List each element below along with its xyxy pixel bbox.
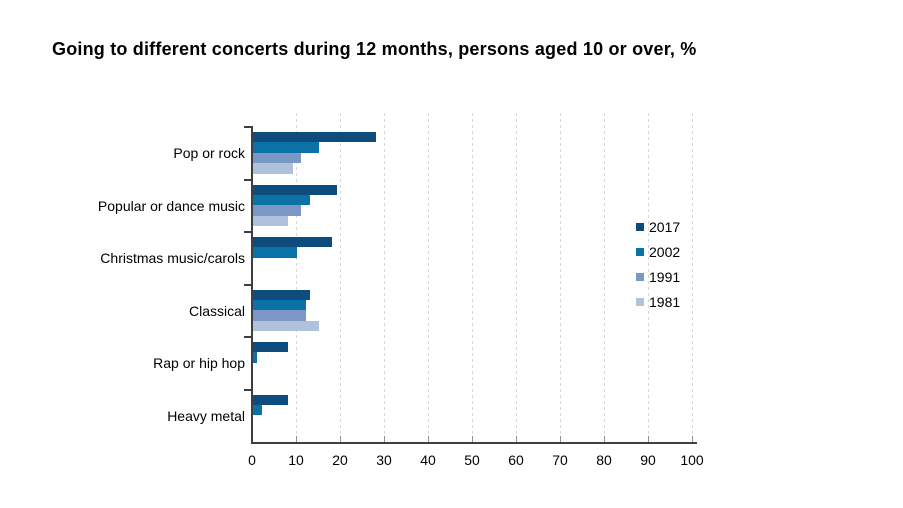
bar-2002 bbox=[253, 299, 306, 311]
gridline bbox=[604, 113, 605, 442]
x-tick-mark bbox=[560, 436, 561, 442]
bar-2017 bbox=[253, 184, 337, 195]
x-tick-mark bbox=[648, 436, 649, 442]
x-tick-label: 90 bbox=[640, 452, 656, 468]
x-tick-label: 20 bbox=[332, 452, 348, 468]
gridline bbox=[428, 113, 429, 442]
bar-2017 bbox=[253, 342, 289, 353]
x-tick-label: 10 bbox=[288, 452, 304, 468]
category-label: Heavy metal bbox=[167, 407, 245, 424]
x-tick-mark bbox=[472, 436, 473, 442]
bar-2002 bbox=[253, 194, 311, 206]
legend-label: 2002 bbox=[649, 243, 681, 260]
category-tick-mark bbox=[244, 231, 252, 233]
legend-label: 1981 bbox=[649, 293, 681, 310]
x-tick-label: 60 bbox=[508, 452, 524, 468]
legend-item: 1981 bbox=[636, 289, 680, 314]
legend-color-swatch bbox=[636, 222, 644, 231]
gridline bbox=[296, 113, 297, 442]
legend-label: 1991 bbox=[649, 268, 681, 285]
x-tick-mark bbox=[692, 436, 693, 442]
category-label: Pop or rock bbox=[173, 145, 245, 162]
legend-item: 2002 bbox=[636, 239, 680, 264]
gridline bbox=[340, 113, 341, 442]
bar-1981 bbox=[253, 163, 293, 174]
x-tick-label: 70 bbox=[552, 452, 568, 468]
legend-label: 2017 bbox=[649, 218, 681, 235]
legend-color-swatch bbox=[636, 272, 644, 281]
legend-color-swatch bbox=[636, 297, 644, 306]
x-tick-mark bbox=[428, 436, 429, 442]
gridline bbox=[692, 113, 693, 442]
category-label: Classical bbox=[188, 302, 245, 319]
x-tick-mark bbox=[604, 436, 605, 442]
bar-1981 bbox=[253, 320, 319, 332]
bar-2017 bbox=[253, 394, 289, 405]
x-axis-line bbox=[251, 442, 697, 444]
bar-2017 bbox=[253, 289, 311, 300]
x-tick-mark bbox=[384, 436, 385, 442]
category-label: Rap or hip hop bbox=[153, 355, 245, 372]
x-tick-label: 50 bbox=[464, 452, 480, 468]
bar-1991 bbox=[253, 310, 306, 321]
bar-2002 bbox=[253, 352, 258, 363]
category-tick-mark bbox=[244, 126, 252, 128]
x-tick-label: 30 bbox=[376, 452, 392, 468]
x-tick-label: 0 bbox=[248, 452, 256, 468]
bar-2002 bbox=[253, 404, 262, 416]
bar-2002 bbox=[253, 142, 319, 153]
category-tick-mark bbox=[244, 283, 252, 286]
bar-2002 bbox=[253, 247, 297, 258]
chart-title: Going to different concerts during 12 mo… bbox=[52, 39, 697, 59]
x-tick-label: 100 bbox=[680, 452, 704, 468]
category-tick-mark bbox=[244, 336, 252, 338]
x-tick-label: 40 bbox=[420, 452, 436, 468]
bar-2017 bbox=[253, 237, 333, 248]
legend-item: 2017 bbox=[636, 214, 680, 239]
category-tick-mark bbox=[244, 388, 252, 391]
x-tick-mark bbox=[516, 436, 517, 442]
legend-item: 1991 bbox=[636, 264, 680, 289]
bar-1981 bbox=[253, 215, 289, 227]
bar-1991 bbox=[253, 152, 302, 164]
legend-color-swatch bbox=[636, 247, 644, 256]
x-tick-mark bbox=[296, 436, 297, 442]
gridline bbox=[472, 113, 473, 442]
bar-1991 bbox=[253, 205, 302, 216]
category-tick-mark bbox=[244, 178, 252, 181]
x-tick-label: 80 bbox=[596, 452, 612, 468]
gridline bbox=[648, 113, 649, 442]
bar-2017 bbox=[253, 132, 377, 143]
category-label: Christmas music/carols bbox=[100, 250, 245, 267]
gridline bbox=[516, 113, 517, 442]
category-label: Popular or dance music bbox=[97, 197, 245, 214]
y-axis-line bbox=[251, 126, 253, 444]
gridline bbox=[560, 113, 561, 442]
legend: 2017 2002 1991 1981 bbox=[636, 214, 680, 314]
x-tick-mark bbox=[340, 436, 341, 442]
gridline bbox=[384, 113, 385, 442]
